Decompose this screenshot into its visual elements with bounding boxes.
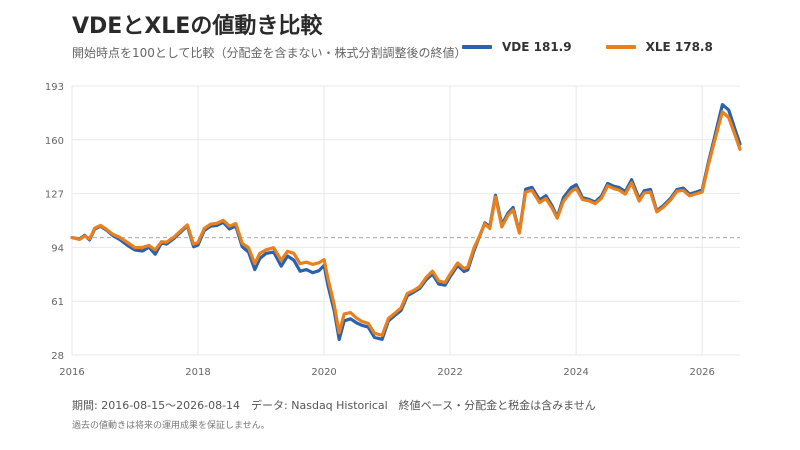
y-tick-label: 160 — [45, 136, 64, 147]
x-tick-label: 2026 — [689, 367, 714, 378]
y-tick-label: 193 — [45, 82, 64, 93]
x-tick-label: 2018 — [185, 367, 210, 378]
chart-title: VDEとXLEの値動き比較 — [72, 14, 323, 39]
y-tick-label: 61 — [51, 297, 64, 308]
y-tick-label: 94 — [51, 243, 64, 254]
y-tick-label: 28 — [51, 351, 64, 362]
disclaimer: 過去の値動きは将来の運用成果を保証しません。 — [72, 421, 270, 431]
x-tick-label: 2020 — [311, 367, 336, 378]
legend-swatch-xle — [605, 45, 636, 49]
legend: VDE 181.9 XLE 178.8 — [462, 40, 713, 54]
y-tick-label: 127 — [45, 190, 64, 201]
x-tick-label: 2016 — [59, 367, 84, 378]
x-tick-label: 2024 — [563, 367, 588, 378]
period-note: 期間: 2016-08-15〜2026-08-14 データ: Nasdaq Hi… — [72, 399, 596, 412]
x-tick-label: 2022 — [437, 367, 462, 378]
legend-item-vde: VDE 181.9 — [462, 40, 572, 54]
legend-swatch-vde — [462, 45, 492, 49]
legend-label-xle: XLE 178.8 — [645, 40, 713, 54]
chart-subtitle: 開始時点を100として比較（分配金を含まない・株式分割調整後の終値） — [72, 46, 467, 60]
series-line-xle — [70, 110, 742, 337]
legend-label-vde: VDE 181.9 — [502, 40, 572, 54]
legend-item-xle: XLE 178.8 — [605, 40, 713, 54]
